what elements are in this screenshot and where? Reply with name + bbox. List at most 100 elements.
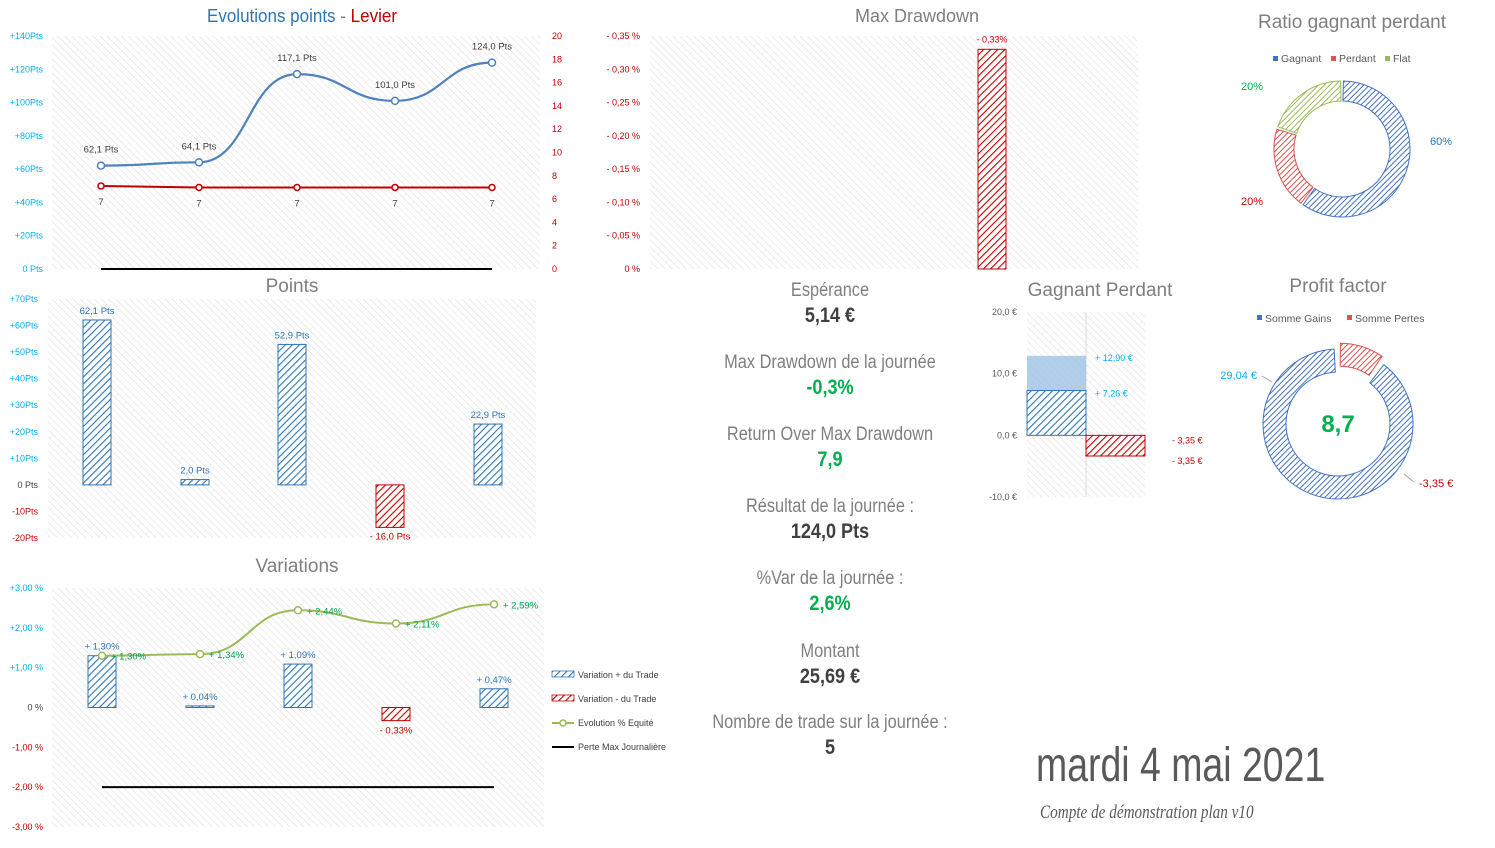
evolution-y-right-tick: 4 bbox=[552, 217, 557, 227]
points-y-tick: +60Pts bbox=[10, 321, 39, 331]
ratio-legend: Gagnant Perdant Flat bbox=[1273, 53, 1411, 65]
evolution-points-label: 124,0 Pts bbox=[472, 42, 512, 53]
points-y-tick: -20Pts bbox=[12, 533, 39, 543]
evolution-y-right-tick: 14 bbox=[552, 101, 562, 111]
profit-center-value: 8,7 bbox=[1321, 411, 1354, 438]
evolution-points-marker bbox=[390, 96, 400, 106]
points-y-tick: +50Pts bbox=[10, 347, 39, 357]
variations-equity-marker bbox=[293, 606, 303, 615]
variations-equity-marker bbox=[391, 619, 401, 628]
evolution-points-label: 64,1 Pts bbox=[182, 141, 217, 152]
variations-legend-label: Variation + du Trade bbox=[578, 670, 659, 680]
evolution-y-right-tick: 12 bbox=[552, 124, 562, 134]
variations-bar bbox=[381, 707, 411, 722]
points-bar-label: 52,9 Pts bbox=[275, 330, 310, 341]
points-bar-label: 22,9 Pts bbox=[471, 410, 506, 421]
stat-value: -0,3% bbox=[806, 376, 854, 399]
drawdown-y-tick: - 0,25 % bbox=[606, 98, 640, 108]
gp-chart: Gagnant Perdant 20,0 € 10,0 € 0,0 € -10,0 €… bbox=[989, 280, 1203, 502]
variations-y-tick: -2,00 % bbox=[12, 782, 43, 792]
gp-y-tick: -10,0 € bbox=[989, 492, 1017, 502]
evolution-points-marker bbox=[292, 69, 302, 79]
evolution-levier-label: 7 bbox=[392, 198, 397, 209]
points-bars: 62,1 Pts 2,0 Pts 52,9 Pts - 16,0 Pts 22,9 Pt… bbox=[80, 306, 506, 542]
points-bar bbox=[277, 343, 307, 486]
drawdown-y-tick: 0 % bbox=[624, 264, 640, 274]
profit-slice-gains bbox=[1262, 348, 1414, 500]
variations-equity-label: + 1,30% bbox=[111, 652, 147, 663]
stat-label: Max Drawdown de la journée bbox=[724, 352, 936, 373]
stat-label: Résultat de la journée : bbox=[745, 496, 915, 517]
ratio-slice-perdant bbox=[1273, 128, 1314, 204]
gp-gain-max-label: + 12,90 € bbox=[1095, 353, 1133, 363]
evolution-y-left-tick: +140Pts bbox=[10, 31, 44, 41]
variations-legend-swatch bbox=[559, 719, 567, 727]
evolution-levier-marker bbox=[195, 183, 203, 192]
profit-legend-label: Somme Gains bbox=[1265, 313, 1332, 325]
points-y-tick: -10Pts bbox=[12, 506, 39, 516]
ratio-legend-label: Perdant bbox=[1339, 53, 1376, 65]
ratio-legend-swatch bbox=[1385, 56, 1390, 61]
points-bar bbox=[82, 319, 112, 486]
variations-bar-label: + 1,30% bbox=[84, 642, 120, 653]
variations-equity-label: + 2,44% bbox=[307, 606, 343, 617]
gp-y-ticks: 20,0 € 10,0 € 0,0 € -10,0 € bbox=[989, 307, 1017, 502]
profit-loss-label: -3,35 € bbox=[1419, 478, 1453, 490]
stat-return-over-drawdown: Return Over Max Drawdown 7,9 bbox=[680, 424, 980, 472]
variations-y-tick: -1,00 % bbox=[12, 742, 43, 752]
variations-bar-label: + 0,04% bbox=[182, 692, 218, 703]
evolution-y-right-tick: 16 bbox=[552, 78, 562, 88]
variations-title: Variations bbox=[255, 556, 338, 577]
drawdown-plot-area bbox=[650, 36, 1138, 269]
stat-label: Return Over Max Drawdown bbox=[726, 424, 934, 445]
points-bar bbox=[375, 484, 405, 528]
evolution-y-left-tick: +120Pts bbox=[10, 64, 44, 74]
points-y-ticks: +70Pts +60Pts +50Pts +40Pts +30Pts +20Pts +10P… bbox=[10, 294, 39, 543]
drawdown-bar bbox=[977, 48, 1007, 270]
points-bar-label: 2,0 Pts bbox=[180, 466, 210, 477]
points-y-tick: +70Pts bbox=[10, 294, 39, 304]
profit-loss-leader bbox=[1403, 473, 1415, 483]
drawdown-title: Max Drawdown bbox=[855, 6, 979, 26]
profit-legend-swatch bbox=[1257, 315, 1262, 320]
gp-gain-avg-bar bbox=[1026, 390, 1087, 436]
profit-chart: Profit factor Somme Gains Somme Pertes 29… bbox=[1220, 276, 1453, 500]
ratio-slice-gagnant bbox=[1302, 80, 1411, 218]
profit-gain-label: 29,04 € bbox=[1220, 370, 1257, 382]
evolution-y-right-tick: 20 bbox=[552, 31, 562, 41]
points-y-tick: 0 Pts bbox=[17, 480, 38, 490]
variations-legend-swatch bbox=[551, 694, 575, 702]
variations-bar-label: - 0,33% bbox=[380, 726, 413, 737]
ratio-legend-label: Flat bbox=[1393, 53, 1411, 65]
ratio-chart: Ratio gagnant perdant Gagnant Perdant Flat… bbox=[1241, 12, 1452, 218]
evolution-y-right-tick: 2 bbox=[552, 241, 557, 251]
variations-series: + 1,30% + 0,04% + 1,09% - 0,33% + 0,47% + 1,3… bbox=[84, 600, 539, 789]
variations-chart: Variations +3,00 % +2,00 % +1,00 % 0 % -1,00… bbox=[10, 556, 666, 832]
points-bar bbox=[180, 479, 210, 486]
gp-bars: + 12,90 € + 7,26 € - 3,35 € - 3,35 € bbox=[1026, 312, 1203, 497]
ratio-legend-swatch bbox=[1331, 56, 1336, 61]
profit-legend-label: Somme Pertes bbox=[1355, 313, 1424, 325]
evolution-levier-marker bbox=[488, 183, 496, 192]
variations-y-ticks: +3,00 % +2,00 % +1,00 % 0 % -1,00 % -2,00 % -3… bbox=[10, 583, 43, 832]
evolution-points-label: 62,1 Pts bbox=[84, 145, 119, 156]
drawdown-y-tick: - 0,30 % bbox=[606, 64, 640, 74]
evolution-levier-label: 7 bbox=[294, 198, 299, 209]
drawdown-chart: Max Drawdown - 0,35 %- 0,30 %- 0,25 %- 0… bbox=[606, 6, 1138, 274]
drawdown-bar-label: - 0,33% bbox=[976, 34, 1007, 44]
gp-gain-avg-label: + 7,26 € bbox=[1095, 389, 1128, 399]
drawdown-y-tick: - 0,15 % bbox=[606, 164, 640, 174]
evolution-y-left-tick: +40Pts bbox=[15, 197, 44, 207]
evolution-y-right-tick: 10 bbox=[552, 148, 562, 158]
variations-legend-label: Perte Max Journalière bbox=[578, 742, 666, 752]
variations-bar bbox=[185, 705, 215, 709]
evolution-levier-marker bbox=[391, 183, 399, 192]
variations-y-tick: -3,00 % bbox=[12, 822, 43, 832]
evolution-y-right-tick: 18 bbox=[552, 54, 562, 64]
variations-y-tick: +3,00 % bbox=[10, 583, 43, 593]
evolution-y-left-ticks: +140Pts +120Pts +100Pts +80Pts +60Pts +40Pts +… bbox=[10, 31, 44, 274]
variations-equity-marker bbox=[97, 651, 107, 660]
report-date: mardi 4 mai 2021 bbox=[1036, 739, 1326, 792]
